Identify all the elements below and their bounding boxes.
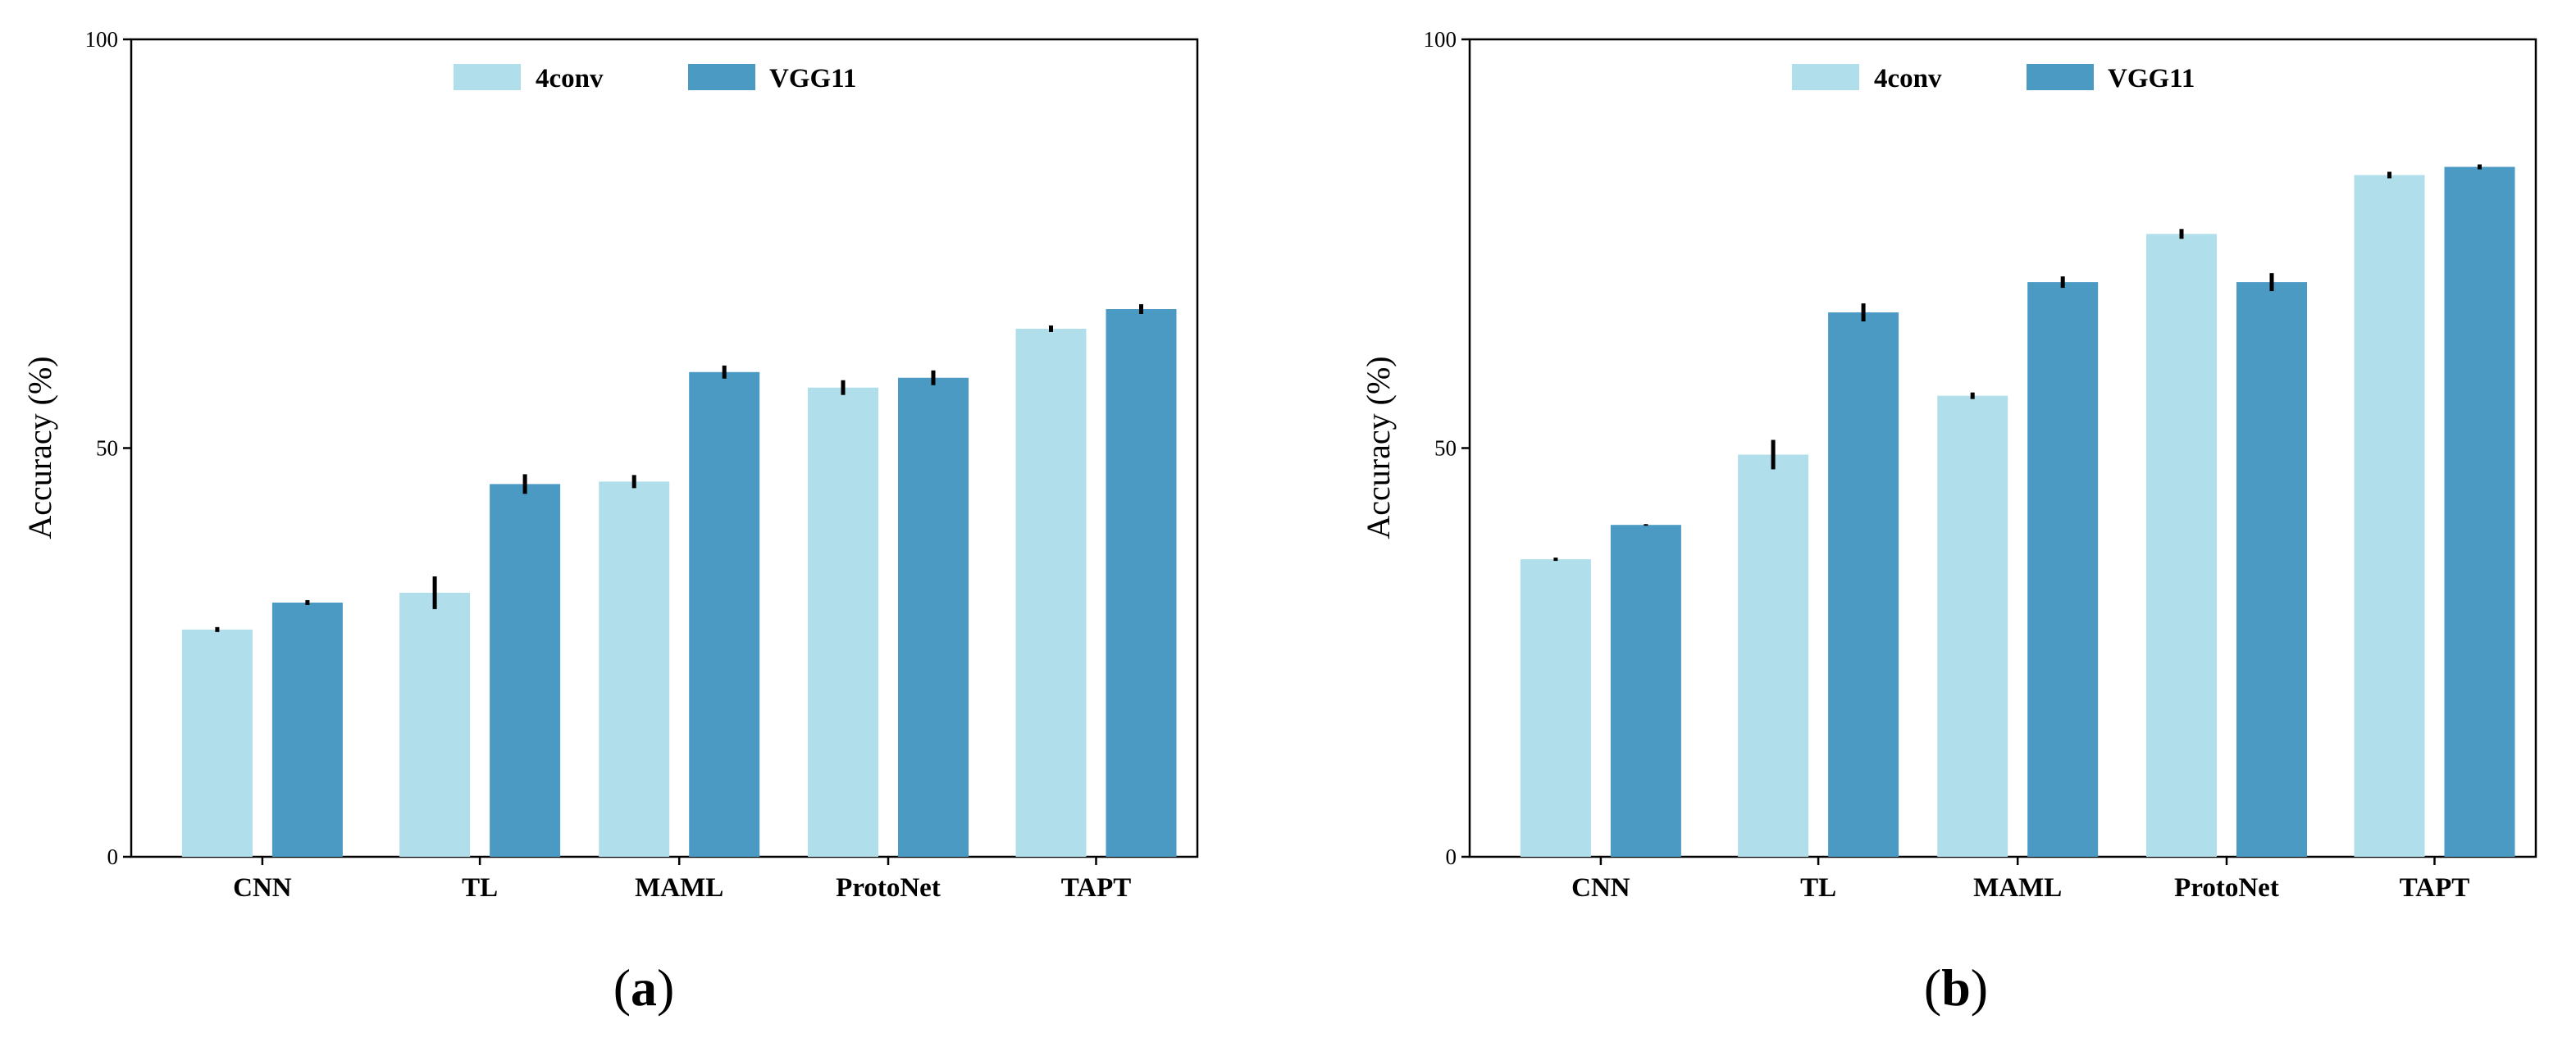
- bar-a-vgg11-tl: [490, 484, 561, 857]
- bar-a-4conv-protonet: [808, 387, 878, 857]
- x-tick-label-b-tl: TL: [1800, 873, 1836, 903]
- legend-swatch-vgg11-b: [2027, 64, 2094, 90]
- x-tick-label-a-maml: MAML: [635, 873, 723, 903]
- bar-a-vgg11-tapt: [1106, 309, 1177, 857]
- legend-b: 4conv VGG11: [1792, 64, 2195, 93]
- bar-b-vgg11-tapt: [2444, 166, 2515, 858]
- y-tick-label-b-100: 100: [1424, 27, 1457, 52]
- y-tick-label-a-50: 50: [96, 436, 118, 461]
- panel-a: 0 50 100 CNN TL MAML ProtoNet TAPT Accuracy (%…: [21, 27, 1199, 1017]
- x-tick-label-a-protonet: ProtoNet: [836, 873, 941, 903]
- x-tick-label-a-cnn: CNN: [233, 873, 292, 903]
- bar-a-4conv-tl: [399, 592, 471, 857]
- x-tick-label-a-tapt: TAPT: [1061, 873, 1132, 903]
- bar-b-4conv-tapt: [2354, 175, 2425, 857]
- bar-b-vgg11-tl: [1828, 312, 1899, 857]
- bar-b-4conv-protonet: [2146, 234, 2217, 857]
- bar-b-vgg11-protonet: [2236, 282, 2307, 857]
- bar-a-4conv-tapt: [1015, 328, 1087, 857]
- x-tick-label-b-tapt: TAPT: [2400, 873, 2470, 903]
- legend-label-vgg11-b: VGG11: [2108, 64, 2195, 93]
- bars-a: [181, 304, 1177, 857]
- panel-caption-b: (b): [1924, 958, 1988, 1017]
- legend-label-vgg11-a: VGG11: [769, 64, 856, 93]
- x-tick-label-b-maml: MAML: [1973, 873, 2062, 903]
- panel-caption-letter-b: b: [1941, 958, 1971, 1017]
- y-tick-label-b-0: 0: [1446, 845, 1457, 869]
- bar-a-4conv-cnn: [181, 629, 253, 857]
- legend-swatch-vgg11-a: [688, 64, 755, 90]
- panel-caption-letter-a: a: [631, 958, 657, 1017]
- x-axis-a: CNN TL MAML ProtoNet TAPT: [233, 857, 1131, 903]
- legend-label-4conv-b: 4conv: [1874, 64, 1942, 93]
- bar-b-4conv-cnn: [1520, 559, 1591, 857]
- x-tick-label-b-protonet: ProtoNet: [2174, 873, 2279, 903]
- panel-caption-a: (a): [613, 958, 675, 1017]
- y-axis-title-a: Accuracy (%): [21, 356, 58, 539]
- bar-a-vgg11-maml: [689, 371, 760, 857]
- legend-label-4conv-a: 4conv: [536, 64, 604, 93]
- y-tick-label-a-0: 0: [107, 845, 119, 869]
- panel-b: 0 50 100 CNN TL MAML ProtoNet TAPT Accuracy (%…: [1360, 27, 2537, 1017]
- bar-b-vgg11-maml: [2027, 282, 2099, 857]
- legend-swatch-4conv-a: [454, 64, 521, 90]
- legend-swatch-4conv-b: [1792, 64, 1859, 90]
- y-axis-title-b: Accuracy (%): [1360, 356, 1397, 539]
- x-axis-b: CNN TL MAML ProtoNet TAPT: [1571, 857, 2469, 903]
- y-tick-label-a-100: 100: [85, 27, 119, 52]
- bar-b-4conv-tl: [1738, 454, 1809, 857]
- bar-a-vgg11-cnn: [271, 602, 343, 857]
- y-axis-a: 0 50 100: [85, 27, 131, 869]
- bar-a-vgg11-protonet: [898, 377, 969, 857]
- x-tick-label-a-tl: TL: [462, 873, 498, 903]
- bar-b-vgg11-cnn: [1610, 525, 1681, 857]
- x-tick-label-b-cnn: CNN: [1571, 873, 1630, 903]
- y-axis-b: 0 50 100: [1424, 27, 1470, 869]
- y-tick-label-b-50: 50: [1434, 436, 1457, 461]
- legend-a: 4conv VGG11: [454, 64, 856, 93]
- bar-a-4conv-maml: [599, 481, 670, 857]
- bars-b: [1520, 164, 2515, 858]
- bar-b-4conv-maml: [1937, 395, 2008, 857]
